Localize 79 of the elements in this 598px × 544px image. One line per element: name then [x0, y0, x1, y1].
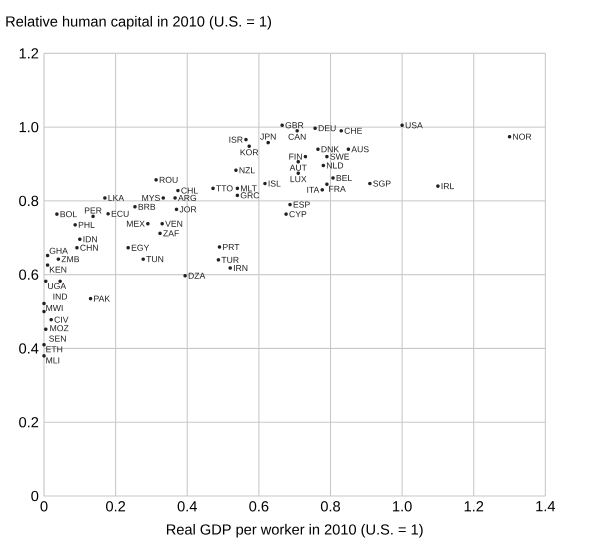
- y-tick-label: 0.8: [19, 196, 38, 206]
- data-label: KOR: [240, 149, 258, 156]
- data-label: ISL: [268, 180, 281, 187]
- data-label: TTO: [216, 185, 233, 192]
- data-label: CIV: [54, 316, 68, 323]
- data-label: UGA: [48, 282, 66, 290]
- data-label: DZA: [188, 272, 206, 279]
- data-label: MWI: [46, 305, 63, 311]
- data-label: JOR: [180, 206, 196, 212]
- data-label: CYP: [289, 211, 306, 218]
- x-tick-label: 0.8: [320, 501, 340, 512]
- data-label: GHA: [50, 248, 68, 254]
- data-label: MEX: [126, 220, 145, 227]
- data-label: NLD: [326, 162, 344, 168]
- data-label: ARG: [178, 194, 196, 201]
- data-label: DNK: [322, 146, 339, 152]
- data-label: IRN: [234, 265, 248, 271]
- data-label: NZL: [240, 167, 255, 174]
- data-label: CHL: [181, 188, 198, 194]
- y-tick-label: 1.0: [20, 122, 38, 132]
- data-label: SGP: [373, 180, 391, 187]
- y-tick-label: 1.2: [20, 48, 38, 58]
- x-tick-label: 0.6: [249, 501, 268, 512]
- data-label: NOR: [513, 134, 532, 140]
- data-label: LKA: [108, 194, 124, 201]
- data-label: JPN: [260, 134, 276, 140]
- data-label: AUT: [290, 164, 307, 171]
- x-tick-label: 1.0: [393, 501, 412, 512]
- data-label: KEN: [50, 266, 66, 273]
- data-label: FRA: [329, 186, 346, 192]
- data-label: TUN: [146, 256, 164, 262]
- data-label: ROU: [160, 176, 178, 183]
- data-label: ESP: [294, 202, 310, 208]
- data-label: ZMB: [62, 256, 80, 262]
- data-label: LUX: [290, 176, 306, 182]
- data-label: FIN: [289, 154, 302, 160]
- data-label: PHL: [78, 222, 95, 228]
- data-label: ETH: [46, 346, 62, 352]
- y-tick-label: 0: [31, 490, 38, 502]
- x-tick-label: 1.2: [464, 501, 484, 512]
- y-tick-label: 0.4: [19, 343, 38, 354]
- data-label: ZAF: [163, 230, 179, 236]
- data-label: MOZ: [50, 325, 69, 332]
- x-axis-title: Real GDP per worker in 2010 (U.S. = 1): [166, 524, 423, 538]
- x-tick-label: 1.4: [536, 501, 556, 512]
- data-label: IDN: [84, 236, 97, 242]
- data-label: USA: [406, 122, 423, 128]
- y-tick-label: 0.6: [19, 270, 38, 280]
- y-axis-title: Relative human capital in 2010 (U.S. = 1): [6, 16, 271, 30]
- data-label: MLI: [46, 357, 60, 364]
- data-label: PRT: [223, 244, 240, 250]
- data-label: SEN: [49, 336, 66, 342]
- data-label: ISR: [229, 136, 243, 143]
- data-label: DEU: [318, 125, 336, 132]
- data-label: CAN: [288, 134, 306, 140]
- data-label: VEN: [165, 220, 182, 227]
- data-label: ITA: [307, 186, 320, 193]
- x-tick-label: 0: [40, 501, 48, 512]
- data-label: GBR: [286, 122, 304, 128]
- data-label: IRL: [442, 183, 454, 190]
- data-label: MLT: [241, 185, 257, 192]
- data-label: PAK: [94, 296, 110, 302]
- data-label: BRB: [138, 204, 156, 210]
- data-label: ECU: [112, 210, 129, 217]
- x-tick-label: 0.2: [106, 501, 126, 512]
- data-label: PER: [84, 208, 102, 214]
- data-label: AUS: [351, 146, 369, 152]
- data-label: SWE: [330, 154, 350, 160]
- data-label: BOL: [60, 211, 77, 218]
- data-label: IND: [53, 294, 68, 300]
- data-label: MYS: [142, 194, 160, 201]
- y-tick-label: 0.2: [19, 417, 38, 428]
- x-tick-label: 0.4: [178, 501, 197, 512]
- data-label: BEL: [336, 175, 352, 181]
- data-label: GRC: [240, 192, 260, 198]
- data-label: EGY: [132, 244, 150, 251]
- data-label: CHE: [344, 128, 362, 134]
- data-label: CHN: [80, 244, 98, 251]
- data-label: TUR: [222, 256, 239, 263]
